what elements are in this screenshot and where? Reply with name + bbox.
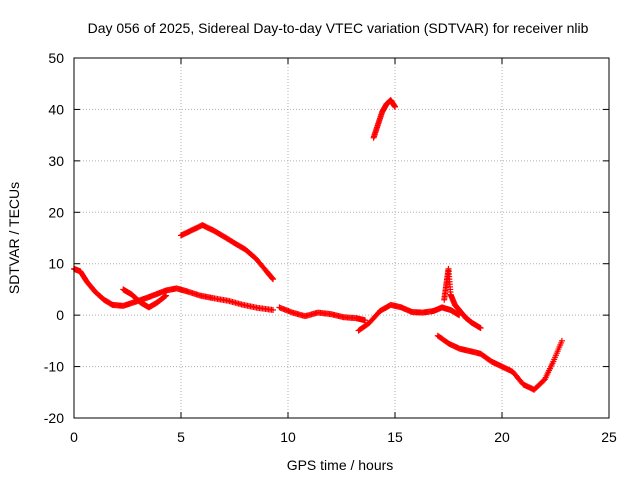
x-tick-label: 15 [387, 429, 403, 445]
data-point [362, 317, 369, 324]
y-tick-label: 50 [48, 50, 64, 66]
data-point [269, 275, 276, 282]
data-point [392, 103, 398, 110]
series-arc-8 [434, 332, 565, 393]
series-arc-6 [370, 97, 398, 141]
y-tick-label: 30 [48, 153, 64, 169]
chart-title: Day 056 of 2025, Sidereal Day-to-day VTE… [88, 20, 589, 36]
data-point [270, 307, 277, 313]
series-arc-1 [71, 265, 277, 313]
x-tick-label: 10 [280, 429, 296, 445]
data-point [162, 293, 169, 300]
series-arc-2 [120, 286, 170, 311]
y-tick-label: -10 [44, 359, 64, 375]
x-tick-label: 0 [70, 429, 78, 445]
y-tick-label: 20 [48, 204, 64, 220]
y-tick-label: 40 [48, 101, 64, 117]
y-axis-label: SDTVAR / TECUs [6, 182, 22, 294]
x-tick-label: 5 [177, 429, 185, 445]
y-tick-label: -20 [44, 410, 64, 426]
series-arc-4 [276, 304, 369, 324]
series-arc-5 [355, 301, 463, 334]
data-point [163, 292, 170, 299]
series-arc-3 [178, 222, 277, 283]
data-point [477, 325, 484, 331]
x-tick-label: 20 [494, 429, 510, 445]
x-axis-label: GPS time / hours [287, 457, 394, 473]
data-point [270, 276, 277, 283]
gridlines [74, 58, 609, 418]
x-tick-label: 25 [601, 429, 617, 445]
plot-frame [73, 57, 610, 419]
y-tick-label: 0 [56, 307, 64, 323]
y-tick-label: 10 [48, 256, 64, 272]
series-arc-7 [441, 265, 484, 331]
data-point [558, 337, 565, 344]
data-points [71, 97, 565, 393]
